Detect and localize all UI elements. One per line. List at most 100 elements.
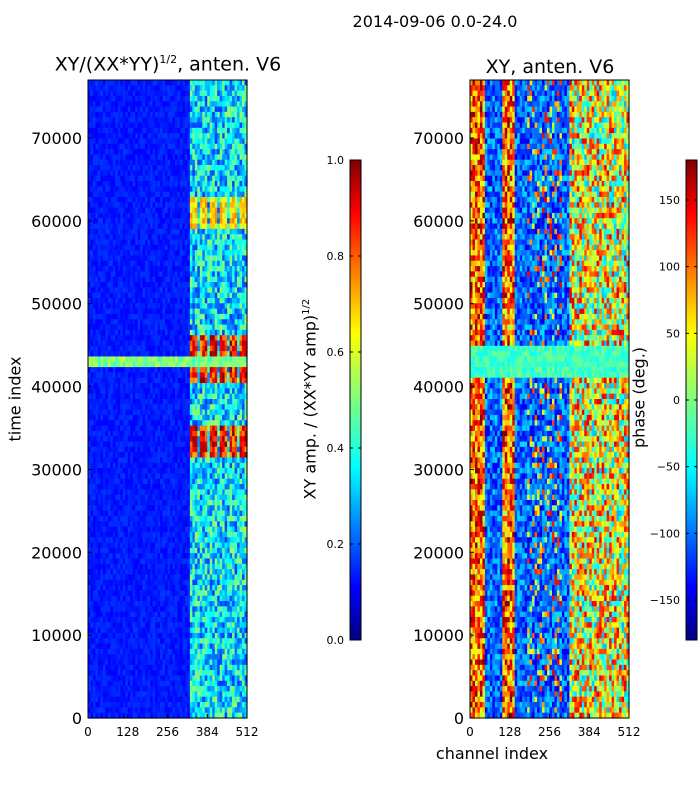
heatmap-cell (102, 95, 106, 102)
heatmap-cell (242, 207, 246, 214)
heatmap-cell (115, 457, 119, 464)
heatmap-cell (187, 345, 191, 352)
heatmap-cell (229, 319, 233, 326)
heatmap-cell (137, 324, 141, 331)
heatmap-cell (127, 324, 131, 331)
heatmap-cell (127, 462, 131, 469)
heatmap-cell (157, 191, 161, 198)
heatmap-cell (110, 457, 114, 464)
heatmap-cell (95, 367, 99, 374)
heatmap-cell (155, 111, 159, 118)
heatmap-cell (155, 223, 159, 230)
heatmap-cell (155, 207, 159, 214)
heatmap-cell (92, 101, 97, 108)
heatmap-cell (189, 367, 193, 374)
heatmap-cell (165, 430, 169, 437)
heatmap-cell (140, 159, 144, 166)
heatmap-cell (107, 101, 111, 108)
heatmap-cell (182, 101, 186, 108)
heatmap-cell (97, 436, 102, 443)
heatmap-cell (160, 159, 164, 166)
heatmap-cell (145, 159, 149, 166)
heatmap-cell (214, 85, 218, 92)
heatmap-cell (102, 436, 106, 443)
heatmap-cell (192, 127, 196, 134)
heatmap-cell (105, 383, 109, 389)
heatmap-cell (88, 181, 92, 187)
heatmap-cell (105, 329, 109, 336)
heatmap-cell (194, 478, 198, 485)
heatmap-cell (244, 138, 248, 145)
heatmap-cell (172, 191, 176, 198)
heatmap-cell (127, 250, 131, 257)
heatmap-cell (219, 111, 223, 118)
heatmap-cell (160, 244, 164, 251)
heatmap-cell (95, 319, 99, 326)
heatmap-cell (199, 452, 203, 459)
heatmap-cell (202, 138, 206, 145)
heatmap-cell (132, 313, 136, 320)
heatmap-cell (102, 404, 106, 411)
heatmap-cell (122, 303, 126, 310)
heatmap-cell (147, 452, 151, 459)
heatmap-cell (157, 127, 161, 134)
heatmap-cell (137, 308, 141, 315)
heatmap-cell (229, 223, 233, 230)
heatmap-cell (125, 345, 129, 352)
heatmap-cell (204, 329, 208, 336)
heatmap-cell (115, 133, 119, 140)
heatmap-cell (167, 473, 171, 480)
heatmap-cell (199, 335, 203, 342)
heatmap-cell (150, 436, 154, 443)
heatmap-cell (202, 297, 206, 304)
heatmap-cell (217, 452, 221, 459)
heatmap-cell (214, 324, 218, 331)
heatmap-cell (197, 388, 201, 395)
left-heatmap: 0 128 256 384 512010000200003000040000500006… (31, 79, 258, 739)
heatmap-cell (122, 122, 126, 129)
heatmap-cell (192, 404, 196, 411)
heatmap-cell (217, 218, 221, 225)
heatmap-cell (137, 80, 141, 86)
heatmap-cell (167, 95, 171, 102)
heatmap-cell (120, 149, 124, 156)
heatmap-cell (112, 260, 116, 267)
heatmap-cell (132, 266, 136, 272)
heatmap-cell (100, 409, 104, 416)
heatmap-cell (127, 377, 131, 384)
heatmap-cell (90, 404, 94, 411)
heatmap-cell (172, 489, 176, 496)
heatmap-cell (207, 196, 211, 203)
heatmap-cell (194, 196, 198, 203)
heatmap-cell (100, 170, 104, 177)
heatmap-cell (172, 345, 176, 352)
heatmap-cell (197, 191, 201, 198)
heatmap-cell (135, 393, 139, 400)
heatmap-cell (100, 191, 104, 198)
heatmap-cell (95, 452, 99, 459)
heatmap-cell (197, 430, 201, 437)
heatmap-cell (102, 282, 106, 288)
heatmap-cell (167, 117, 171, 124)
heatmap-cell (92, 292, 97, 299)
heatmap-cell (145, 420, 149, 427)
heatmap-cell (189, 473, 193, 480)
heatmap-cell (122, 90, 126, 97)
heatmap-cell (107, 308, 111, 315)
heatmap-cell (142, 149, 146, 156)
heatmap-cell (207, 212, 211, 219)
heatmap-cell (145, 250, 149, 257)
heatmap-cell (202, 377, 206, 384)
heatmap-cell (202, 446, 206, 453)
heatmap-cell (212, 308, 216, 315)
heatmap-cell (90, 234, 94, 241)
heatmap-cell (145, 430, 149, 437)
heatmap-cell (120, 356, 124, 363)
heatmap-cell (107, 170, 111, 177)
heatmap-cell (135, 271, 139, 278)
heatmap-cell (100, 111, 104, 118)
heatmap-cell (232, 393, 236, 400)
heatmap-cell (137, 361, 141, 368)
heatmap-cell (95, 425, 99, 432)
